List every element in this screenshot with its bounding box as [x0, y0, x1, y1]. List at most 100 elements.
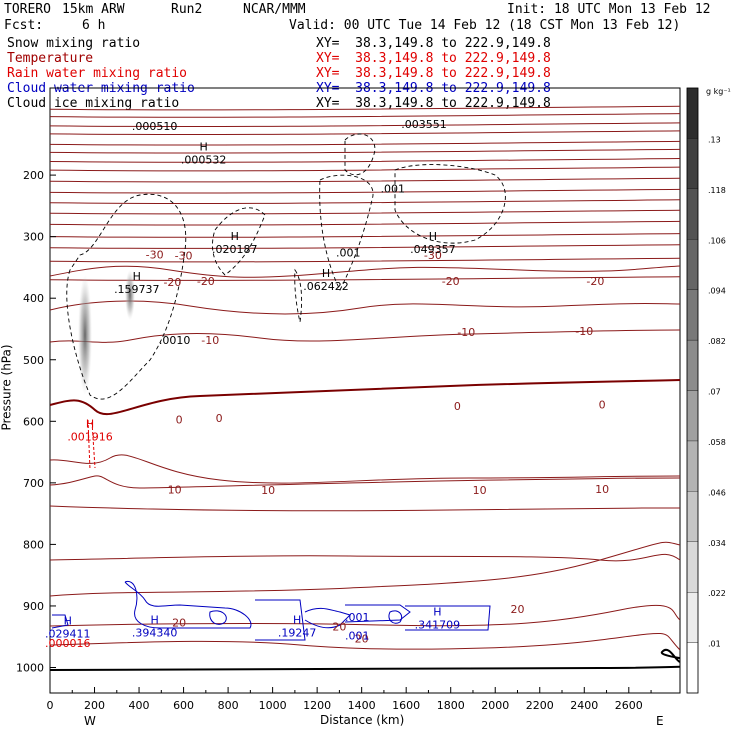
x-tick-label: 200 — [84, 699, 105, 712]
y-tick-label: 700 — [23, 477, 44, 490]
isotherm-label: -30 — [424, 249, 442, 262]
colorbar-label: .106 — [708, 236, 726, 245]
isotherm-line — [50, 166, 680, 172]
colorbar-swatch — [686, 188, 699, 240]
ice-contour — [319, 174, 374, 292]
extremum-letter: H — [199, 141, 207, 154]
legend-rain-label: Rain water mixing ratio — [7, 66, 188, 81]
isotherm-line — [50, 454, 680, 484]
header-org: NCAR/MMM — [243, 2, 306, 17]
isotherm-line — [50, 113, 680, 118]
isotherm-line — [50, 541, 680, 597]
cloud-water-contour — [209, 610, 227, 625]
isotherm-line — [50, 276, 680, 281]
x-tick-label: 1000 — [259, 699, 287, 712]
isotherm-line — [50, 140, 680, 146]
colorbar-label: .046 — [708, 488, 726, 497]
y-tick-label: 800 — [23, 538, 44, 551]
isotherm-line — [50, 122, 680, 128]
isotherm-line — [50, 158, 680, 163]
rain-contour — [87, 419, 96, 471]
colorbar-frame — [686, 87, 699, 694]
isotherm-line — [50, 148, 680, 154]
colorbar-swatch — [686, 390, 699, 442]
cloud-water-contour — [304, 607, 351, 629]
contour-label: .003551 — [401, 118, 447, 131]
x-tick-label: 2400 — [570, 699, 598, 712]
y-tick-label: 900 — [23, 600, 44, 613]
x-tick-label: 0 — [47, 699, 54, 712]
contour-label: .0010 — [159, 334, 191, 347]
isotherm-label: 0 — [454, 400, 461, 413]
contour-label: .000016 — [45, 637, 91, 650]
snow-shading — [78, 275, 92, 395]
x-tick-label: 2000 — [481, 699, 509, 712]
extremum-letter: H — [64, 615, 72, 628]
colorbar-swatch — [686, 87, 699, 139]
ice-contour — [212, 207, 266, 276]
x-tick-label: 800 — [218, 699, 239, 712]
extremum-value: .049357 — [410, 243, 456, 256]
isotherm-line — [50, 505, 680, 512]
isotherm-label: -10 — [575, 325, 593, 338]
isotherm-label: 20 — [172, 617, 186, 630]
extremum-letter: H — [231, 230, 239, 243]
isotherm-line — [50, 329, 680, 343]
isotherm-label: 10 — [261, 484, 275, 497]
x-tick-label: 1600 — [392, 699, 420, 712]
colorbar-label: .022 — [708, 589, 726, 598]
x-endpoint-west: W — [84, 714, 96, 728]
extremum-letter: H — [433, 605, 441, 618]
isotherm-label: -30 — [175, 250, 193, 263]
ice-contour — [344, 133, 376, 176]
x-tick-label: 600 — [173, 699, 194, 712]
y-tick-label: 200 — [23, 169, 44, 182]
contour-label: .001 — [381, 183, 406, 196]
contour-label: .001 — [345, 611, 370, 624]
isotherm-label: -10 — [201, 334, 219, 347]
isotherm-label: 10 — [595, 483, 609, 496]
colorbar-swatch — [686, 642, 699, 694]
isotherm-line — [50, 604, 680, 627]
contour-label: .001 — [345, 629, 370, 642]
extremum-value: .029411 — [45, 628, 91, 641]
isotherm-line — [50, 475, 680, 489]
extremum-value: .394340 — [132, 626, 178, 639]
isotherm-label: -10 — [457, 326, 475, 339]
y-tick-label: 400 — [23, 292, 44, 305]
isotherm-line — [50, 188, 680, 194]
colorbar-label: .034 — [708, 539, 726, 548]
isotherm-label: 0 — [176, 413, 183, 426]
isotherm-label: 20 — [355, 633, 369, 646]
isotherm-line — [50, 220, 680, 226]
colorbar-label: .01 — [708, 640, 721, 649]
x-tick-label: 400 — [129, 699, 150, 712]
cloud-water-contour — [388, 610, 403, 624]
isotherm-line — [50, 257, 680, 263]
cloud-water-contour — [51, 614, 69, 629]
extremum-value: .020187 — [212, 243, 258, 256]
colorbar-label: .058 — [708, 438, 726, 447]
ice-contour — [394, 164, 506, 244]
legend-temp-label: Temperature — [7, 51, 94, 66]
isotherm-line — [50, 177, 680, 183]
extremum-value: .19247 — [278, 626, 317, 639]
extremum-letter: H — [293, 613, 301, 626]
ice-contour — [294, 268, 303, 323]
cloud-water-contour — [405, 605, 491, 631]
x-tick-label: 2600 — [615, 699, 643, 712]
y-tick-label: 500 — [23, 354, 44, 367]
y-axis-label: Pressure (hPa) — [0, 344, 14, 431]
cloud-water-contour — [124, 580, 252, 629]
extremum-letter: H — [86, 418, 94, 431]
isotherm-label: 0 — [216, 412, 223, 425]
colorbar-label: .082 — [708, 337, 726, 346]
isotherm-line — [50, 244, 680, 249]
y-tick-label: 300 — [23, 231, 44, 244]
isotherm-label: 0 — [599, 399, 606, 412]
colorbar-swatch — [686, 440, 699, 492]
cloud-water-contour — [255, 599, 306, 641]
legend-rain-xy: XY= 38.3,149.8 to 222.9,149.8 — [316, 66, 551, 81]
legend-temp-xy: XY= 38.3,149.8 to 222.9,149.8 — [316, 51, 551, 66]
contour-label: .000510 — [132, 120, 178, 133]
